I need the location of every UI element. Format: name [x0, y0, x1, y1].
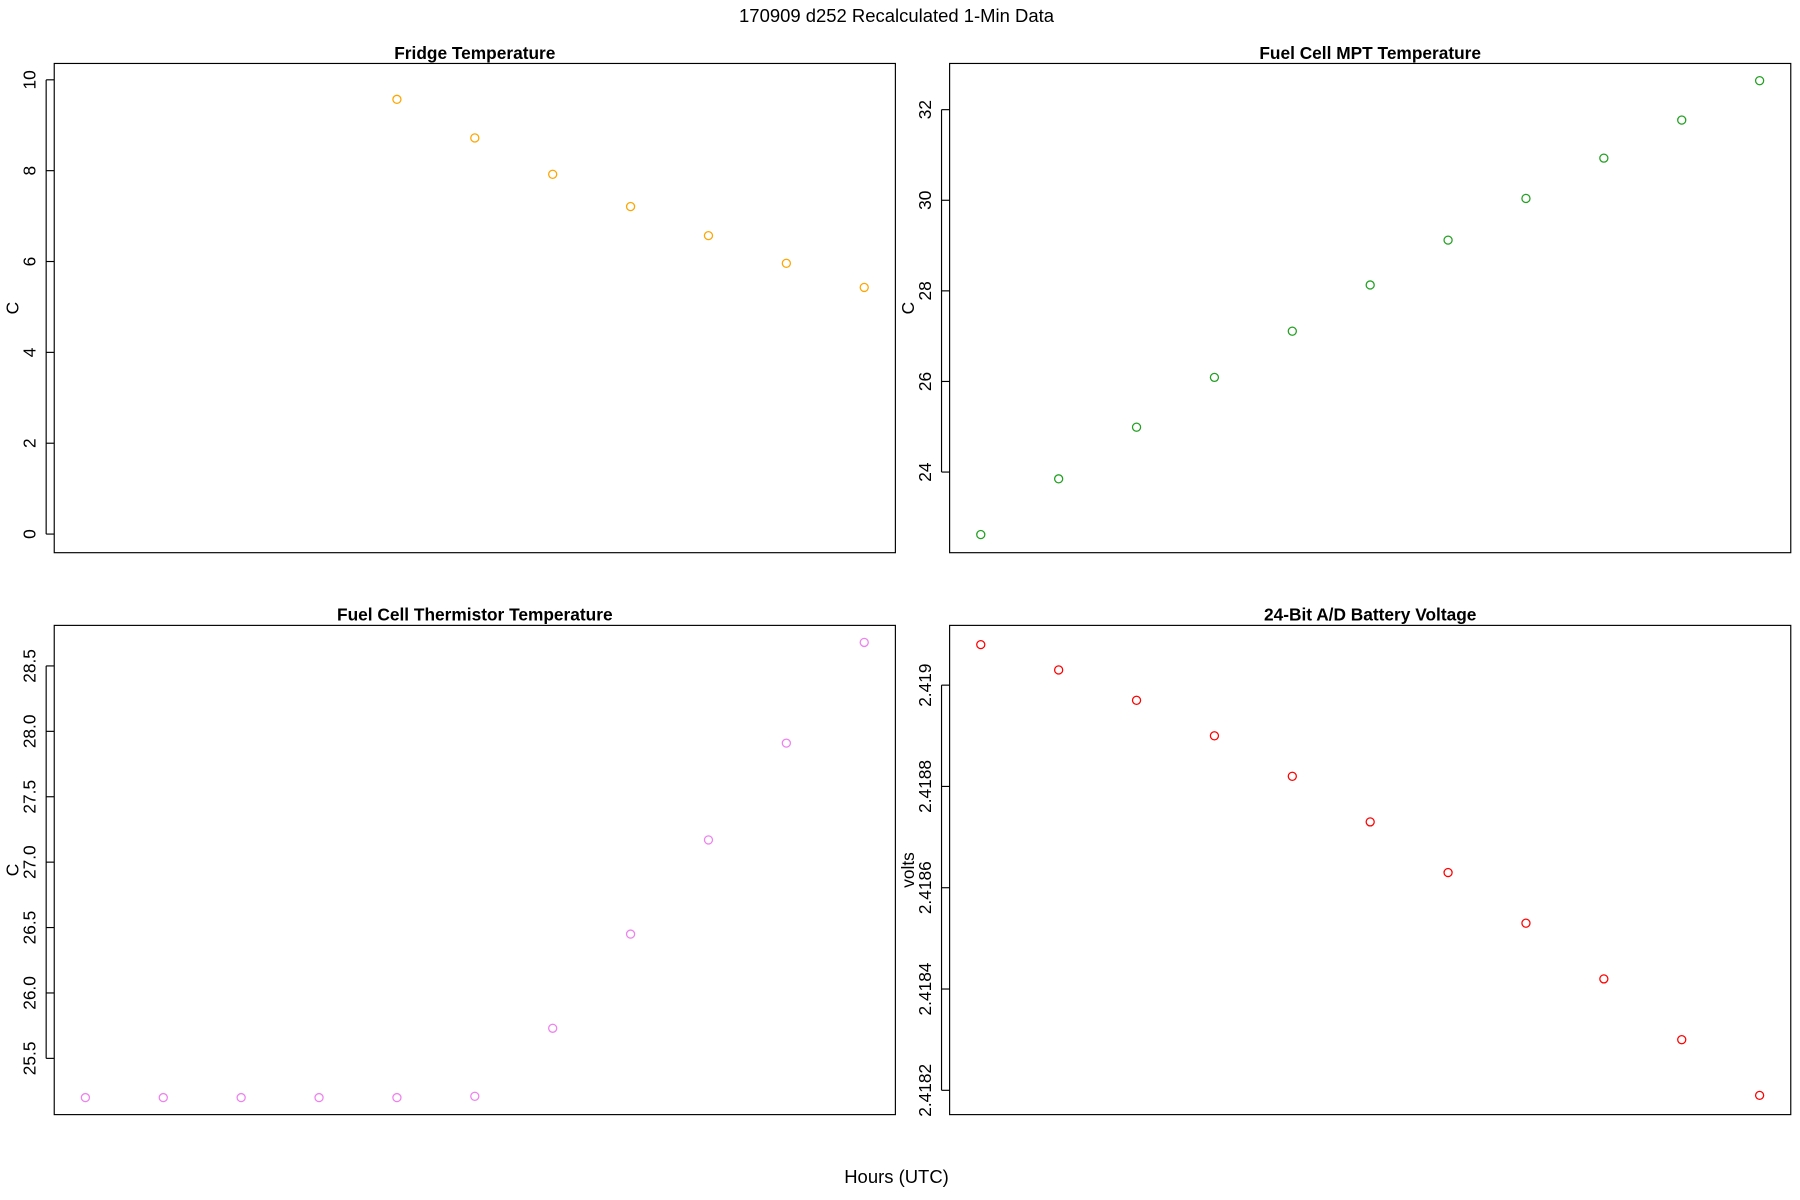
- y-axis-label: C: [2, 864, 22, 877]
- point: [158, 1092, 168, 1103]
- point: [1209, 731, 1220, 741]
- panel-title: Fuel Cell Thermistor Temperature: [337, 605, 613, 625]
- y-tick-label: 26.0: [20, 976, 40, 1010]
- point: [1677, 115, 1687, 125]
- y-tick-label: 10: [20, 70, 40, 89]
- point: [236, 1092, 246, 1103]
- point: [1131, 695, 1142, 706]
- y-tick-label: 2.4186: [915, 861, 935, 914]
- point: [1443, 235, 1453, 245]
- point: [976, 529, 986, 540]
- y-tick-label: 6: [20, 257, 40, 267]
- point: [781, 738, 792, 748]
- point: [1521, 918, 1531, 928]
- y-tick-label: 2: [20, 438, 40, 448]
- x-axis-label: Hours (UTC): [844, 1166, 949, 1187]
- point: [1365, 280, 1375, 290]
- point: [1209, 372, 1220, 383]
- point: [1754, 1090, 1765, 1101]
- y-axis-label: C: [2, 302, 22, 314]
- point: [1521, 193, 1531, 204]
- y-tick-label: 26.5: [20, 911, 40, 945]
- plot-frame: [949, 62, 1792, 554]
- panel-title: Fuel Cell MPT Temperature: [1259, 43, 1481, 63]
- point: [548, 169, 558, 179]
- point: [781, 258, 792, 269]
- y-tick-label: 2.4184: [915, 962, 935, 1015]
- point: [1443, 867, 1453, 878]
- y-tick-label: 24: [915, 462, 935, 482]
- page-title: 170909 d252 Recalculated 1-Min Data: [739, 5, 1055, 26]
- point: [859, 282, 869, 293]
- y-tick-label: 32: [915, 100, 935, 119]
- point: [859, 637, 869, 648]
- y-tick-label: 26: [915, 372, 935, 391]
- y-tick-label: 8: [20, 166, 40, 176]
- y-tick-label: 2.4182: [915, 1064, 935, 1117]
- point: [470, 1091, 480, 1101]
- y-axis-label: volts: [898, 852, 918, 888]
- point: [80, 1092, 91, 1103]
- y-tick-label: 28: [915, 281, 935, 300]
- point: [392, 94, 402, 105]
- y-axis-label: C: [898, 302, 918, 314]
- y-tick-label: 27.5: [20, 780, 40, 814]
- point: [1053, 665, 1064, 675]
- plot-frame: [949, 624, 1792, 1116]
- point: [703, 835, 714, 845]
- panel-title: Fridge Temperature: [394, 43, 556, 63]
- y-tick-label: 27.0: [20, 845, 40, 879]
- y-tick-label: 2.4188: [915, 760, 935, 813]
- y-tick-label: 25.5: [20, 1042, 40, 1076]
- point: [625, 929, 636, 939]
- panel-title: 24-Bit A/D Battery Voltage: [1264, 605, 1477, 625]
- point: [625, 201, 636, 212]
- point: [1599, 153, 1609, 163]
- y-tick-label: 2.419: [915, 663, 935, 706]
- point: [1287, 326, 1297, 336]
- point: [1287, 771, 1297, 781]
- point: [392, 1092, 402, 1103]
- point: [976, 639, 986, 650]
- point: [314, 1092, 324, 1103]
- point: [1365, 817, 1375, 827]
- point: [703, 230, 714, 241]
- point: [1053, 474, 1064, 484]
- y-tick-label: 30: [915, 191, 935, 210]
- point: [1677, 1034, 1687, 1045]
- point: [1599, 974, 1609, 984]
- point: [1131, 422, 1142, 432]
- point: [1754, 76, 1765, 86]
- y-tick-label: 4: [20, 347, 40, 357]
- plot-frame: [53, 624, 896, 1116]
- y-tick-label: 28.0: [20, 715, 40, 749]
- y-tick-label: 28.5: [20, 649, 40, 683]
- point: [470, 133, 480, 143]
- plot-frame: [53, 62, 896, 554]
- point: [548, 1023, 558, 1033]
- y-tick-label: 0: [20, 529, 40, 539]
